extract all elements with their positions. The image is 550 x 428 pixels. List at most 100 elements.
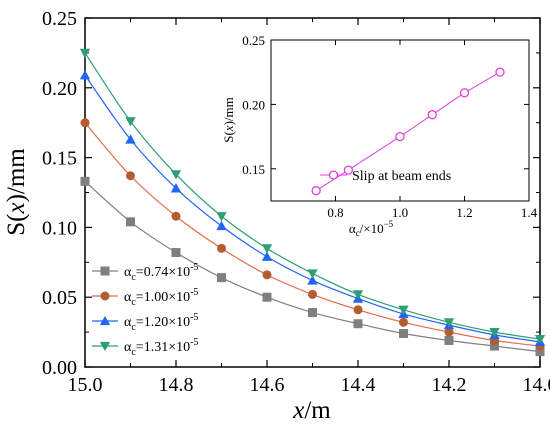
data-point <box>489 327 500 338</box>
data-point <box>126 171 135 181</box>
legend-sup: -5 <box>190 312 198 323</box>
legend-item: αc=1.20×10-5 <box>92 312 198 333</box>
x-tick-label: 14.4 <box>341 374 376 396</box>
x-tick-label: 14.6 <box>250 374 285 396</box>
x-tick-label: 14.8 <box>159 374 194 396</box>
inset-legend-item: Slip at beam ends <box>320 169 451 184</box>
inset-x-tick-label: 1.0 <box>392 205 408 220</box>
data-point <box>171 211 181 221</box>
inset-data-point <box>459 88 470 98</box>
legend-marker <box>100 266 110 276</box>
legend-alpha: α <box>124 265 132 280</box>
data-point <box>262 292 272 302</box>
legend-alpha: α <box>124 340 132 355</box>
x-tick-label: 14.2 <box>432 374 467 396</box>
legend-alpha: α <box>124 315 132 330</box>
data-point <box>352 290 364 300</box>
data-point <box>399 317 408 327</box>
legend-item: αc=1.00×10-5 <box>92 287 198 308</box>
main-x-var: x <box>292 397 304 424</box>
inset-series <box>311 67 505 196</box>
inset-data-point <box>311 186 321 196</box>
inset-ticks: 0.8 1.0 1.2 1.4 0.15 0.20 0.25 <box>242 33 537 220</box>
main-y-unit: )/mm <box>3 148 30 203</box>
inset-y-axis-title: S(x)/mm <box>221 97 236 143</box>
inset-x-tick-label: 1.4 <box>521 205 538 220</box>
data-point <box>170 170 182 180</box>
inset-series-line <box>315 71 501 192</box>
data-point <box>307 269 318 279</box>
legend-rest: =1.20×10 <box>136 315 190 330</box>
legend-sub: c <box>131 272 136 283</box>
data-point <box>534 334 546 345</box>
inset-x-tick-label: 1.2 <box>456 205 472 220</box>
data-point <box>125 134 136 144</box>
y-tick-label: 0.15 <box>42 148 77 170</box>
inset-x-rest: /×10 <box>360 221 384 236</box>
data-point <box>261 244 273 254</box>
inset-plot-frame <box>270 39 530 202</box>
y-tick-label: 0.05 <box>42 287 77 309</box>
inset-x-sub: c <box>356 228 360 238</box>
data-point <box>261 251 273 261</box>
legend-sub: c <box>131 322 136 333</box>
main-ticks: 15.0 14.8 14.6 14.4 14.2 14.0 0.00 0.05 0.10 0.15… <box>42 8 550 396</box>
data-point <box>399 328 408 338</box>
series-4 <box>79 48 546 345</box>
data-point <box>262 270 272 280</box>
data-point <box>217 243 226 253</box>
main-series <box>79 48 546 357</box>
inset-x-tick-label: 0.8 <box>327 205 343 220</box>
inset-x-main: α <box>349 221 356 236</box>
legend-rest: =1.00×10 <box>136 290 190 305</box>
main-x-axis-title: x/m <box>292 397 331 424</box>
data-point <box>171 248 181 258</box>
data-point <box>216 220 227 231</box>
y-tick-label: 0.00 <box>42 357 77 379</box>
legend-alpha: α <box>124 290 132 305</box>
x-tick-label: 15.0 <box>68 374 103 396</box>
legend-label: αc=1.00×10-5 <box>124 287 198 308</box>
legend-marker <box>99 315 111 326</box>
legend-sup: -5 <box>190 337 198 348</box>
inset-legend-marker <box>328 170 339 180</box>
data-point <box>79 48 91 59</box>
data-point <box>307 275 318 285</box>
data-point <box>125 117 136 127</box>
inset-data-point <box>395 131 405 142</box>
legend-label: αc=0.74×10-5 <box>124 262 198 283</box>
data-point <box>216 212 227 222</box>
data-point <box>308 308 317 318</box>
legend-sub: c <box>131 297 136 308</box>
legend-rest: =1.31×10 <box>136 340 190 355</box>
legend-marker <box>99 341 111 352</box>
inset-y-tick-label: 0.20 <box>242 97 265 112</box>
data-point <box>535 347 545 357</box>
inset-y-tick-label: 0.25 <box>242 33 265 48</box>
legend-marker <box>100 291 110 301</box>
main-y-func: S( <box>3 214 30 236</box>
data-point <box>170 183 182 193</box>
data-point <box>443 318 455 328</box>
inset-series-1 <box>311 67 505 196</box>
data-point <box>398 305 409 315</box>
legend-label: αc=1.31×10-5 <box>124 337 198 358</box>
legend-item: αc=0.74×10-5 <box>92 262 198 283</box>
y-tick-label: 0.20 <box>42 78 77 100</box>
data-point <box>126 217 135 227</box>
data-point <box>80 118 90 128</box>
legend-label: αc=1.20×10-5 <box>124 312 198 333</box>
inset-y-var: x <box>221 125 236 132</box>
data-point <box>353 305 363 315</box>
legend-sub: c <box>131 347 136 358</box>
legend-sup: -5 <box>190 262 198 273</box>
main-x-unit: /m <box>304 397 331 424</box>
legend-rest: =0.74×10 <box>136 265 190 280</box>
main-y-var: x <box>3 202 30 214</box>
inset-y-unit: )/mm <box>221 97 236 125</box>
legend-item: αc=1.31×10-5 <box>92 337 198 358</box>
legend-sup: -5 <box>190 287 198 298</box>
x-tick-label: 14.0 <box>523 374 550 396</box>
